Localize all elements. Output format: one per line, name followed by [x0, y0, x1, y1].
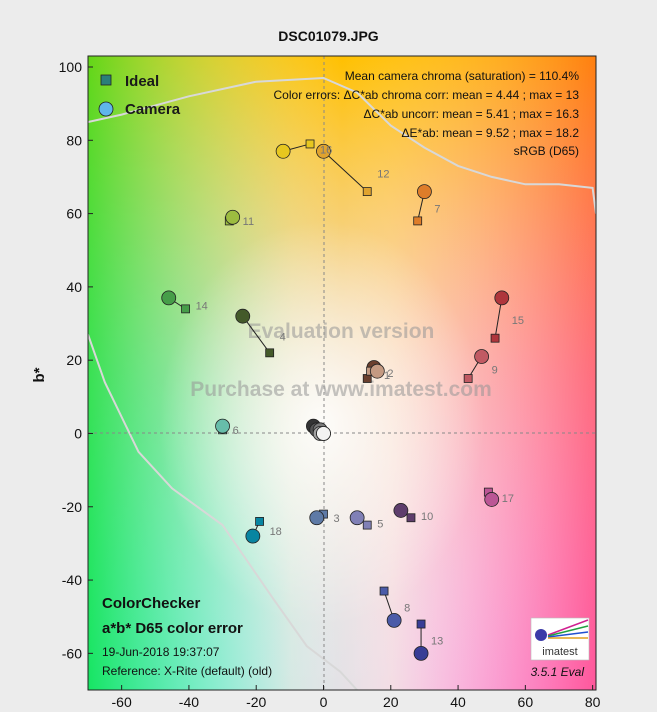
y-tick-label: -40	[62, 572, 82, 588]
ideal-marker-8	[379, 586, 389, 596]
ideal-marker-9	[463, 374, 473, 383]
ideal-marker-7	[413, 216, 423, 226]
camera-marker-6	[215, 418, 230, 434]
logo-text: imatest	[542, 646, 577, 658]
y-tick-label: -20	[62, 499, 82, 515]
stats-chroma: Mean camera chroma (saturation) = 110.4%	[345, 69, 580, 83]
ideal-marker-15	[490, 333, 500, 343]
camera-marker-2	[369, 363, 385, 379]
patch-label-2: 2	[387, 368, 393, 380]
camera-marker-4	[235, 308, 251, 324]
legend-camera-circle-icon	[98, 101, 114, 117]
x-tick-label: -40	[179, 694, 199, 710]
ideal-marker-1	[362, 374, 372, 383]
gamut-curve-upper	[88, 76, 596, 214]
patch-label-16: 16	[320, 145, 332, 157]
patch-label-11: 11	[243, 216, 254, 228]
patch-label-14: 14	[196, 300, 208, 312]
ideal-marker-12	[362, 187, 372, 196]
patch-label-13: 13	[431, 636, 443, 648]
ideal-marker-10	[406, 513, 416, 523]
ideal-marker-5	[362, 520, 372, 530]
x-tick-label: -60	[112, 694, 132, 710]
camera-marker-15	[494, 290, 510, 306]
error-line-4	[242, 315, 271, 354]
y-tick-label: 100	[59, 59, 83, 75]
patch-label-9: 9	[492, 365, 498, 377]
ideal-marker-18	[255, 517, 264, 526]
patch-label-18: 18	[270, 526, 282, 538]
imatest-logo: imatest	[530, 617, 590, 661]
watermark-line2: Purchase at www.imatest.com	[190, 378, 492, 401]
patch-label-10: 10	[421, 511, 433, 523]
capture-date: 19-Jun-2018 19:37:07	[102, 645, 220, 659]
axis-ticks: -60 -40 -20 0 20 40 60 80 -60 -40 -20 0 20 40 60 80 100	[59, 59, 601, 710]
y-axis-label: b*	[31, 367, 48, 382]
y-tick-label: 20	[66, 352, 82, 368]
camera-marker-16	[275, 143, 291, 159]
camera-marker-9	[474, 349, 490, 364]
window-title: DSC01079.JPG	[278, 28, 379, 44]
x-tick-label: 60	[518, 694, 534, 710]
x-tick-label: -20	[246, 694, 266, 710]
ideal-marker-16	[305, 139, 315, 149]
stats-color-errors: Color errors: ΔC*ab chroma corr: mean = …	[274, 88, 580, 102]
camera-marker-18	[245, 528, 261, 544]
version-text: 3.5.1 Eval	[531, 665, 585, 679]
camera-marker-11	[225, 209, 241, 225]
ideal-marker-4	[265, 348, 275, 358]
camera-marker-3	[309, 510, 325, 526]
y-tick-label: 40	[66, 279, 82, 295]
y-tick-label: 0	[74, 425, 82, 441]
chart-subtitle: a*b* D65 color error	[102, 620, 243, 637]
error-line-12	[323, 150, 368, 192]
y-tick-label: -60	[62, 645, 82, 661]
ideal-marker-13	[416, 619, 426, 629]
patch-label-4: 4	[280, 332, 286, 344]
camera-marker-12	[316, 143, 331, 159]
reference-text: Reference: X-Rite (default) (old)	[102, 664, 272, 678]
gamut-curve-lower	[88, 334, 358, 690]
patch-label-1: 1	[384, 370, 390, 382]
patch-label-17: 17	[502, 493, 514, 505]
camera-marker-neutral	[316, 426, 331, 441]
legend-ideal-label: Ideal	[125, 73, 159, 90]
patch-label-8: 8	[404, 603, 410, 615]
x-tick-label: 80	[585, 694, 601, 710]
patch-label-5: 5	[377, 518, 383, 530]
patch-label-3: 3	[333, 513, 339, 525]
legend-ideal-square-icon	[100, 74, 112, 86]
stats-delta-e: ΔE*ab: mean = 9.52 ; max = 18.2	[402, 126, 580, 140]
patch-label-15: 15	[512, 315, 524, 327]
patch-label-6: 6	[233, 425, 239, 437]
camera-marker-5	[349, 510, 365, 526]
gamut-boundary	[88, 76, 596, 690]
camera-marker-10	[393, 503, 409, 518]
plot-frame	[87, 55, 597, 691]
x-tick-label: 20	[383, 694, 399, 710]
patch-label-12: 12	[377, 168, 389, 180]
patch-label-7: 7	[434, 203, 440, 215]
x-tick-label: 0	[320, 694, 328, 710]
x-tick-label: 40	[450, 694, 466, 710]
camera-marker-8	[386, 612, 402, 628]
watermark-line1: Evaluation version	[248, 320, 435, 343]
camera-marker-14	[161, 290, 177, 306]
legend-camera-label: Camera	[125, 101, 181, 118]
camera-marker-17	[484, 492, 500, 507]
plot-background	[88, 56, 596, 690]
stats-uncorr: ΔC*ab uncorr: mean = 5.41 ; max = 16.3	[364, 107, 580, 121]
camera-marker-13	[413, 645, 429, 661]
y-tick-label: 80	[66, 132, 82, 148]
y-tick-label: 60	[66, 206, 82, 222]
chart-name: ColorChecker	[102, 595, 201, 612]
stats-colorspace: sRGB (D65)	[514, 144, 579, 158]
camera-marker-7	[417, 184, 432, 199]
ideal-marker-14	[181, 304, 190, 314]
